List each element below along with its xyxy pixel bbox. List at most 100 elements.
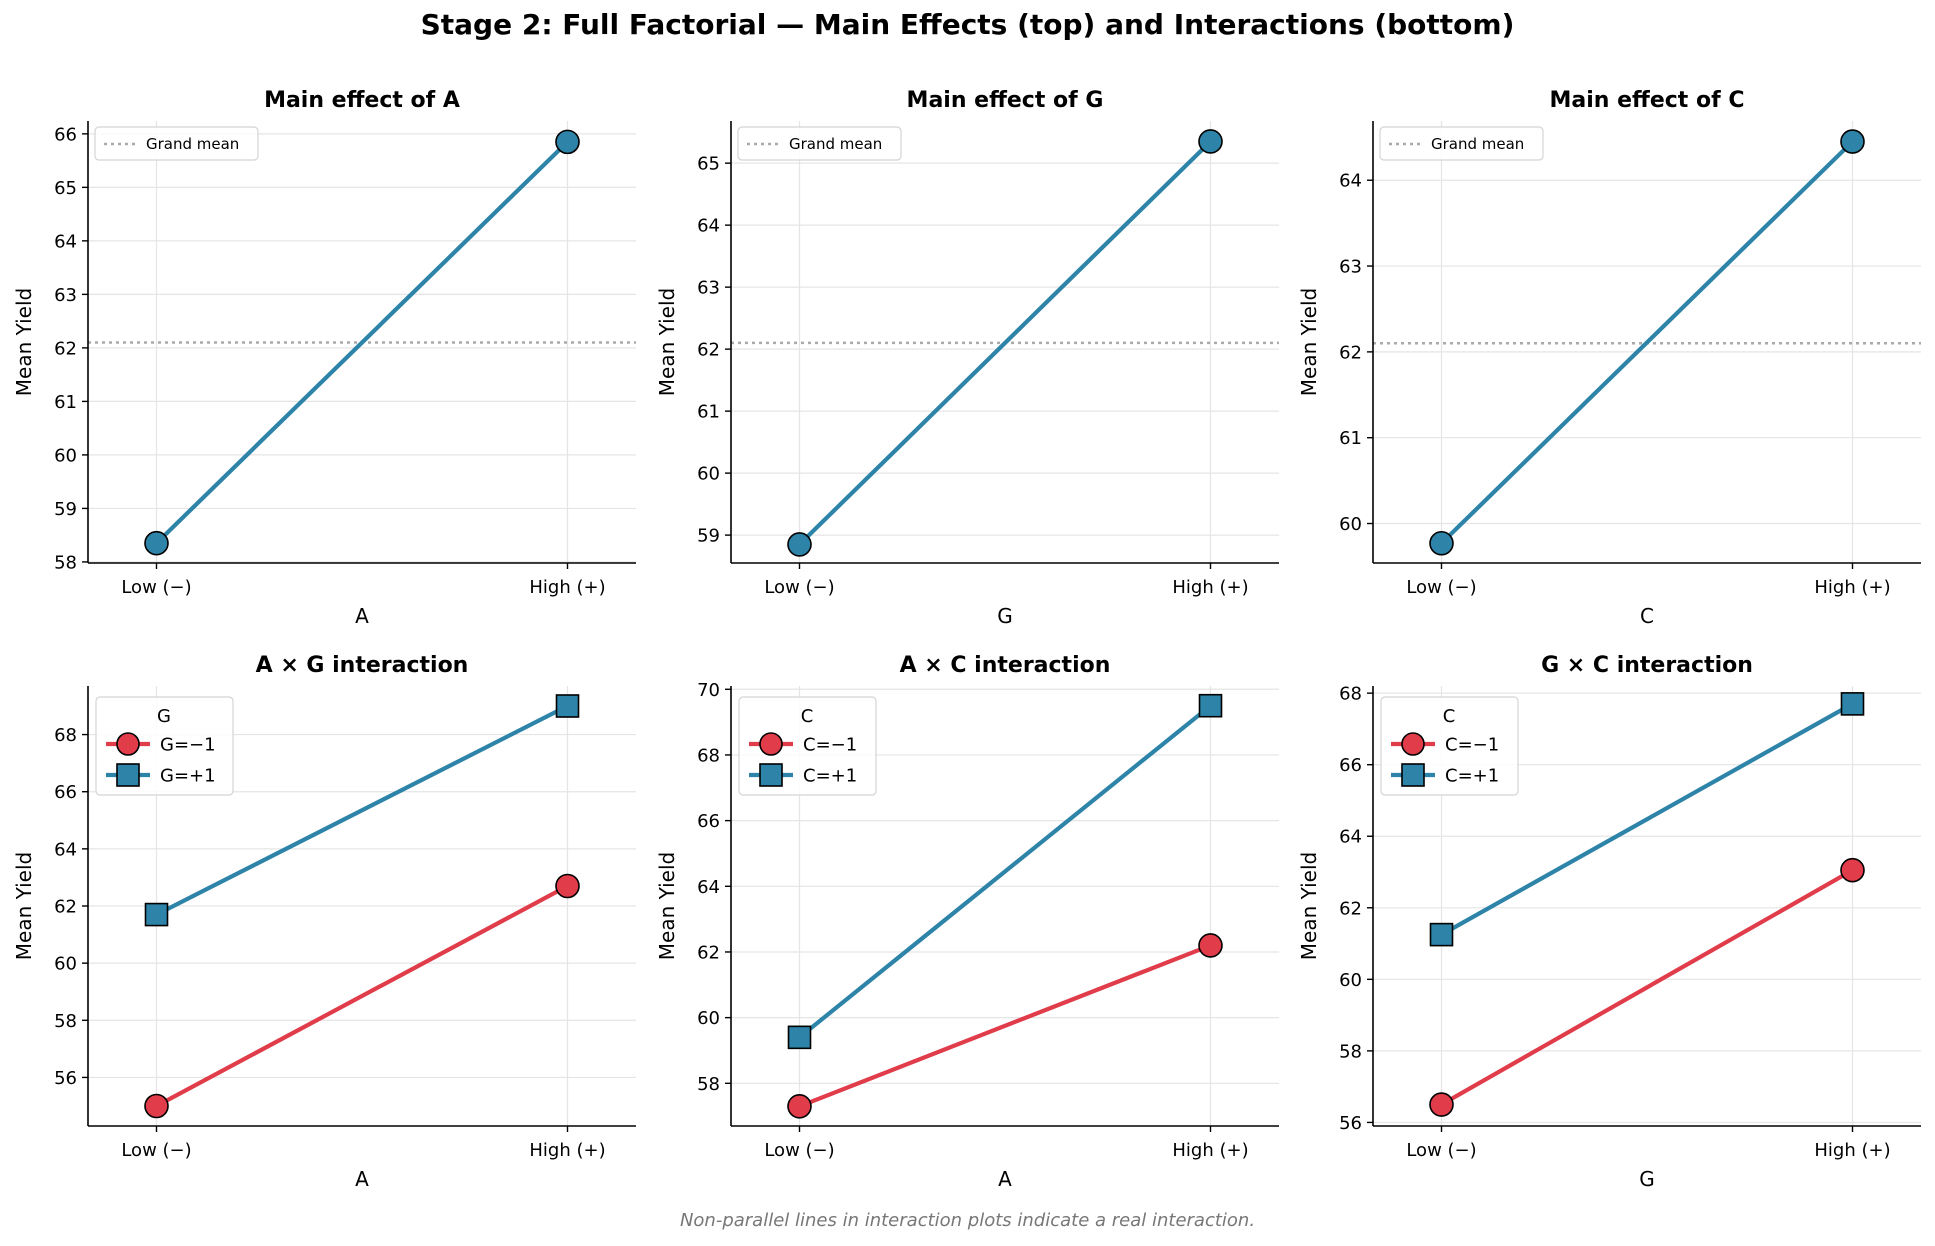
data-point-square xyxy=(1198,693,1223,718)
data-point-square xyxy=(144,902,169,927)
x-tick-label: High (+) xyxy=(1814,1140,1890,1161)
y-axis-label: Mean Yield xyxy=(1297,852,1321,960)
legend: G G=−1 G=+1 xyxy=(95,696,234,796)
legend-circle-marker xyxy=(116,732,140,756)
series-line-2 xyxy=(798,704,1212,1039)
y-tick-label: 62 xyxy=(1339,342,1362,363)
legend-entry-label: Grand mean xyxy=(1431,135,1524,153)
y-axis-label: Mean Yield xyxy=(1297,288,1321,396)
legend-box xyxy=(737,126,902,161)
y-tick-label: 56 xyxy=(54,1068,77,1089)
data-point-circle xyxy=(1429,1092,1454,1117)
y-axis-label: Mean Yield xyxy=(655,288,679,396)
x-axis-label: A xyxy=(998,1167,1012,1191)
series-line-1 xyxy=(155,884,569,1108)
data-point-square xyxy=(555,694,580,718)
y-tick-label: 61 xyxy=(1339,428,1362,449)
chart-title: Main effect of C xyxy=(1550,88,1745,113)
y-tick-label: 58 xyxy=(697,1074,720,1095)
y-tick-label: 58 xyxy=(54,1011,77,1032)
legend: Grand mean xyxy=(94,126,259,161)
legend-circle-marker xyxy=(1401,732,1425,756)
data-point-circle xyxy=(1840,129,1865,154)
x-tick-label: High (+) xyxy=(529,1140,605,1161)
y-tick-label: 61 xyxy=(54,392,77,413)
y-tick-label: 60 xyxy=(1339,514,1362,535)
chart-panel-4: 56 58 60 62 64 66 68 Low (−) High (+) A Mean Yield… xyxy=(12,653,636,1191)
data-point-circle xyxy=(555,129,580,155)
x-axis-label: C xyxy=(1640,604,1654,628)
series-line-1 xyxy=(155,140,569,545)
series-line-1 xyxy=(1440,868,1854,1107)
x-tick-label: High (+) xyxy=(529,577,605,598)
legend-title: G xyxy=(157,706,171,727)
figure-footnote: Non-parallel lines in interaction plots … xyxy=(679,1210,1256,1231)
legend-entry-label: C=+1 xyxy=(1445,766,1499,787)
chart-title: A × G interaction xyxy=(256,653,469,678)
y-tick-label: 59 xyxy=(54,499,77,520)
chart-panel-3: 60 61 62 63 64 Low (−) High (+) C Mean Yield Main… xyxy=(1297,88,1921,628)
data-point-circle xyxy=(1198,933,1223,958)
y-tick-label: 68 xyxy=(54,725,77,746)
y-tick-label: 66 xyxy=(54,124,77,145)
y-tick-label: 56 xyxy=(1339,1113,1362,1134)
y-tick-label: 62 xyxy=(54,897,77,918)
chart-title: G × C interaction xyxy=(1541,653,1753,678)
figure-title: Stage 2: Full Factorial — Main Effects (… xyxy=(420,8,1515,41)
y-tick-label: 59 xyxy=(697,526,720,547)
series-line-1 xyxy=(1440,140,1854,545)
y-tick-label: 58 xyxy=(1339,1041,1362,1062)
y-tick-label: 66 xyxy=(697,811,720,832)
x-tick-label: Low (−) xyxy=(764,1140,834,1161)
data-point-circle xyxy=(1840,857,1865,883)
y-tick-label: 63 xyxy=(54,285,77,306)
legend-box xyxy=(94,126,259,161)
data-point-circle xyxy=(787,532,812,557)
x-axis-label: A xyxy=(355,1167,369,1191)
y-tick-label: 64 xyxy=(1339,827,1362,848)
chart-panel-1: 58 59 60 61 62 63 64 65 66 Low (−) High (+) A Mean Y… xyxy=(12,88,636,628)
y-tick-label: 60 xyxy=(54,954,77,975)
x-tick-label: Low (−) xyxy=(121,1140,191,1161)
legend-entry-label: G=+1 xyxy=(160,766,216,787)
data-point-circle xyxy=(144,530,169,556)
chart-panel-2: 59 60 61 62 63 64 65 Low (−) High (+) G Mean Yield… xyxy=(655,88,1279,628)
x-axis-label: G xyxy=(997,604,1013,628)
y-tick-label: 65 xyxy=(54,178,77,199)
y-tick-label: 66 xyxy=(54,782,77,803)
y-tick-label: 63 xyxy=(697,278,720,299)
y-tick-label: 68 xyxy=(697,745,720,766)
y-axis-label: Mean Yield xyxy=(655,852,679,960)
legend-square-marker xyxy=(759,763,783,787)
y-axis-label: Mean Yield xyxy=(12,288,36,396)
data-point-square xyxy=(1429,922,1454,947)
series-line-2 xyxy=(1440,702,1854,937)
series-line-1 xyxy=(798,943,1212,1109)
legend-entry-label: C=+1 xyxy=(803,766,857,787)
legend-square-marker xyxy=(116,763,140,787)
y-tick-label: 65 xyxy=(697,154,720,175)
y-tick-label: 62 xyxy=(697,340,720,361)
data-point-square xyxy=(787,1025,812,1050)
y-tick-label: 60 xyxy=(697,1008,720,1029)
x-tick-label: Low (−) xyxy=(1406,577,1476,598)
y-tick-label: 68 xyxy=(1339,684,1362,705)
y-axis-label: Mean Yield xyxy=(12,852,36,960)
chart-panel-6: 56 58 60 62 64 66 68 Low (−) High (+) G Mean Yield… xyxy=(1297,653,1921,1191)
legend: Grand mean xyxy=(737,126,902,161)
data-point-circle xyxy=(555,873,580,899)
series-line-2 xyxy=(155,704,569,917)
x-tick-label: Low (−) xyxy=(764,577,834,598)
chart-panel-5: 58 60 62 64 66 68 70 Low (−) High (+) A Mean Yield… xyxy=(655,653,1279,1191)
y-tick-label: 61 xyxy=(697,402,720,423)
data-point-circle xyxy=(144,1093,169,1119)
data-point-circle xyxy=(1429,530,1454,556)
legend-circle-marker xyxy=(759,732,783,756)
y-tick-label: 62 xyxy=(697,942,720,963)
legend-box xyxy=(1379,126,1544,161)
legend: C C=−1 C=+1 xyxy=(738,696,877,796)
legend: C C=−1 C=+1 xyxy=(1380,696,1519,796)
y-tick-label: 60 xyxy=(54,445,77,466)
x-tick-label: High (+) xyxy=(1814,577,1890,598)
